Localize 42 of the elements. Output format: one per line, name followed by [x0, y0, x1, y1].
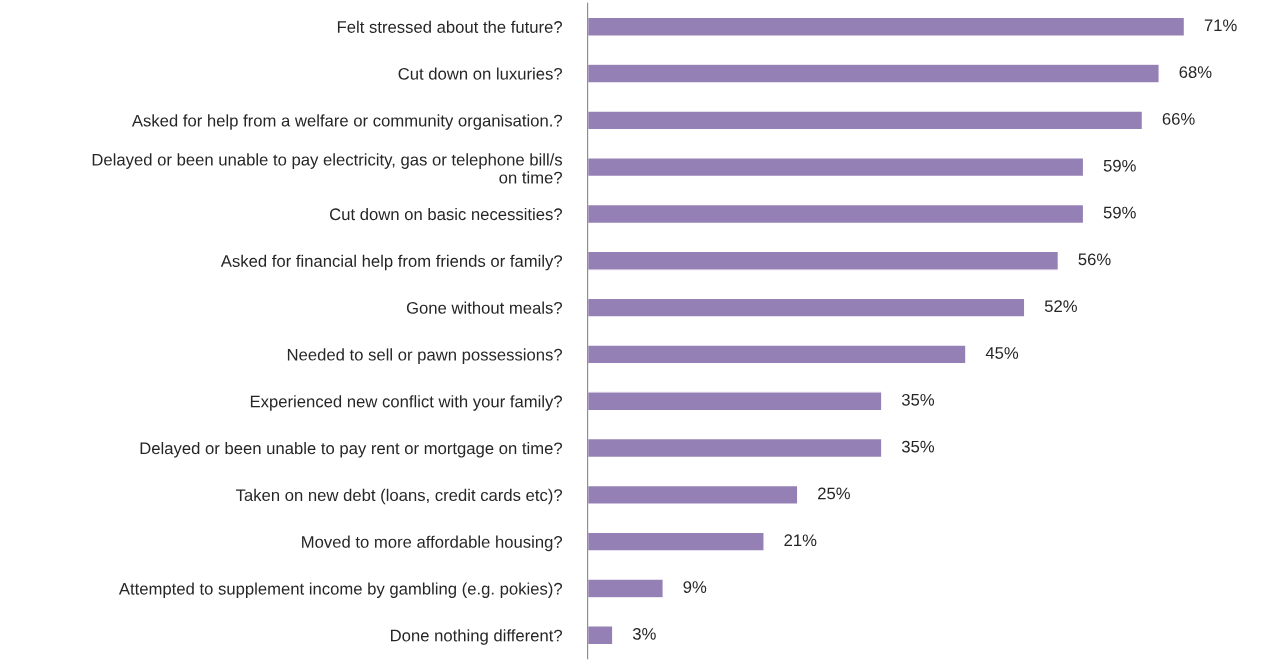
bar — [587, 203, 1085, 225]
data-label: 56% — [1078, 253, 1111, 266]
data-label: 59% — [1103, 206, 1136, 219]
bar — [587, 110, 1144, 131]
y-tick-label: Cut down on basic necessities? — [330, 207, 563, 221]
bar — [587, 344, 967, 365]
y-tick-label: Asked for financial help from friends or family? — [220, 254, 563, 271]
y-tick-label: Needed to sell or pawn possessions? — [287, 348, 563, 364]
data-label: 9% — [683, 581, 707, 593]
bar — [587, 484, 799, 505]
y-tick-label: Taken on new debt (loans, credit cards etc)? — [235, 488, 563, 505]
bar — [587, 63, 1160, 84]
data-label: 35% — [901, 440, 935, 453]
data-label: 21% — [784, 534, 817, 547]
bar — [587, 16, 1186, 37]
y-tick-label: Delayed or been unable to pay electricity, gas or telephone bill/s on time? — [92, 153, 563, 184]
y-tick-label: Gone without meals? — [406, 301, 563, 314]
data-label: 25% — [818, 487, 850, 500]
bar — [587, 625, 614, 646]
y-tick-label: Done nothing different? — [391, 629, 563, 645]
data-label: 59% — [1103, 159, 1136, 172]
y-tick-label: Felt stressed about the future? — [337, 20, 563, 33]
data-label: 45% — [985, 347, 1019, 359]
y-tick-label: Asked for help from a welfare or community organisation.? — [131, 114, 563, 130]
bar — [587, 297, 1026, 318]
data-label: 71% — [1204, 19, 1237, 32]
y-tick-label: Experienced new conflict with your family? — [250, 395, 563, 411]
bar — [587, 391, 883, 412]
data-label: 52% — [1044, 300, 1077, 313]
y-tick-label: Cut down on luxuries? — [398, 67, 563, 80]
y-tick-label: Moved to more affordable housing? — [302, 535, 563, 552]
bar — [587, 578, 664, 599]
data-label: 35% — [901, 393, 935, 406]
bar — [587, 531, 765, 552]
bar — [587, 437, 883, 459]
data-label: 3% — [632, 627, 656, 640]
y-tick-label: Attempted to supplement income by gambling (e.g. pokies)? — [118, 582, 563, 598]
data-label: 68% — [1179, 66, 1212, 78]
bar — [587, 157, 1085, 178]
y-tick-label: Delayed or been unable to pay rent or mortgage on time? — [140, 441, 563, 458]
bar — [587, 250, 1060, 271]
data-label: 66% — [1162, 113, 1195, 125]
